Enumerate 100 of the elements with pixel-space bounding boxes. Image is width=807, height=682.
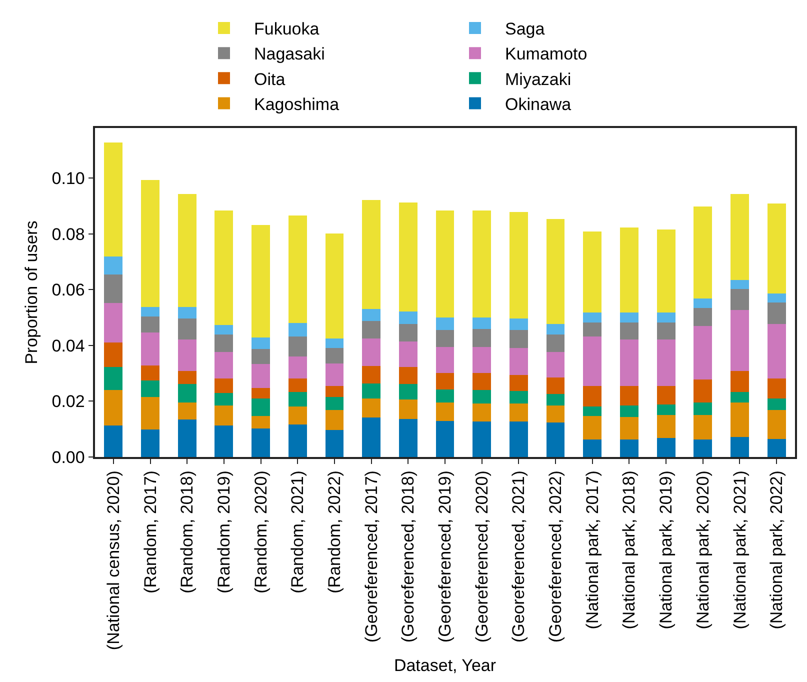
x-tick-label: (National census, 2020)	[104, 470, 123, 650]
bar	[178, 370, 196, 384]
bar	[694, 414, 712, 440]
bar	[436, 330, 454, 348]
bar	[398, 400, 418, 419]
bar	[362, 308, 381, 322]
bar	[583, 386, 602, 406]
bar	[546, 405, 565, 423]
bar	[104, 367, 123, 390]
y-tick-label: 0.00	[52, 448, 85, 467]
bar	[178, 420, 196, 457]
bar	[767, 294, 786, 302]
bar	[730, 370, 749, 392]
legend-label: Kagoshima	[254, 94, 340, 114]
bar	[214, 352, 234, 379]
bar	[436, 372, 454, 390]
bar	[620, 312, 638, 322]
bar	[656, 339, 676, 386]
bar	[583, 322, 602, 337]
bar	[252, 428, 270, 457]
y-tick-label: 0.10	[52, 169, 85, 188]
bar	[325, 348, 344, 364]
bar	[509, 390, 528, 404]
bar	[656, 386, 676, 404]
x-tick-label: (Random, 2020)	[251, 470, 270, 594]
bar	[472, 329, 492, 348]
bar	[656, 312, 676, 322]
bar	[694, 402, 712, 415]
bar	[178, 384, 196, 403]
bar	[509, 422, 528, 457]
bar	[141, 429, 160, 457]
bar	[252, 337, 270, 350]
bar	[620, 228, 638, 313]
bar	[694, 379, 712, 403]
bar	[730, 310, 749, 371]
bar	[730, 436, 749, 457]
bar	[214, 334, 234, 352]
bar	[472, 422, 492, 457]
bar	[583, 336, 602, 386]
x-axis-title: Dataset, Year	[394, 656, 496, 675]
bar	[546, 334, 565, 352]
bar	[656, 404, 676, 415]
bar	[620, 386, 638, 406]
bar	[362, 366, 381, 384]
bar	[620, 339, 638, 386]
bar	[104, 390, 123, 426]
bar	[694, 440, 712, 457]
bar	[141, 365, 160, 381]
x-tick-label: (National park, 2018)	[620, 470, 639, 630]
x-tick-label: (Random, 2019)	[214, 470, 234, 594]
x-tick-label: (Random, 2018)	[178, 470, 197, 594]
bar	[583, 312, 602, 322]
x-tick-label: (Georeferenced, 2021)	[509, 470, 528, 643]
bar	[214, 405, 234, 426]
bar	[214, 378, 234, 393]
bar	[141, 180, 160, 307]
bar	[325, 338, 344, 348]
x-tick-label: (Georeferenced, 2020)	[472, 470, 492, 643]
x-tick-label: (National park, 2022)	[767, 470, 786, 630]
bar	[104, 302, 123, 342]
x-tick-label: (Georeferenced, 2018)	[398, 470, 418, 643]
bar	[767, 378, 786, 399]
x-tick-label: (Random, 2017)	[140, 470, 160, 594]
bar	[325, 410, 344, 430]
bar	[214, 325, 234, 335]
bar	[288, 215, 307, 324]
bar	[398, 418, 418, 457]
bar	[472, 210, 492, 318]
bar	[546, 394, 565, 406]
bar	[436, 347, 454, 373]
bar	[362, 338, 381, 366]
bar	[656, 414, 676, 438]
bar	[398, 324, 418, 342]
bar	[583, 416, 602, 440]
legend-label: Fukuoka	[254, 20, 320, 39]
bar	[104, 142, 123, 256]
bar	[398, 312, 418, 324]
bar	[583, 406, 602, 416]
bar	[620, 322, 638, 340]
legend-label: Okinawa	[505, 94, 572, 114]
x-tick-label: (National park, 2021)	[730, 470, 750, 630]
bar	[546, 324, 565, 335]
bar	[288, 336, 307, 357]
x-tick-label: (Random, 2022)	[324, 470, 344, 594]
y-tick-label: 0.08	[52, 224, 85, 244]
bar	[398, 384, 418, 400]
bar	[104, 342, 123, 368]
bar	[546, 378, 565, 394]
bar	[694, 206, 712, 298]
bar	[252, 224, 270, 338]
legend-label: Miyazaki	[505, 70, 572, 89]
y-tick-label: 0.04	[52, 336, 85, 356]
bar	[325, 233, 344, 338]
bar	[730, 280, 749, 289]
x-tick-label: (National park, 2019)	[656, 470, 676, 630]
bar	[288, 323, 307, 337]
bar	[730, 288, 749, 310]
bar	[656, 322, 676, 340]
bar	[472, 347, 492, 373]
bar	[546, 352, 565, 378]
